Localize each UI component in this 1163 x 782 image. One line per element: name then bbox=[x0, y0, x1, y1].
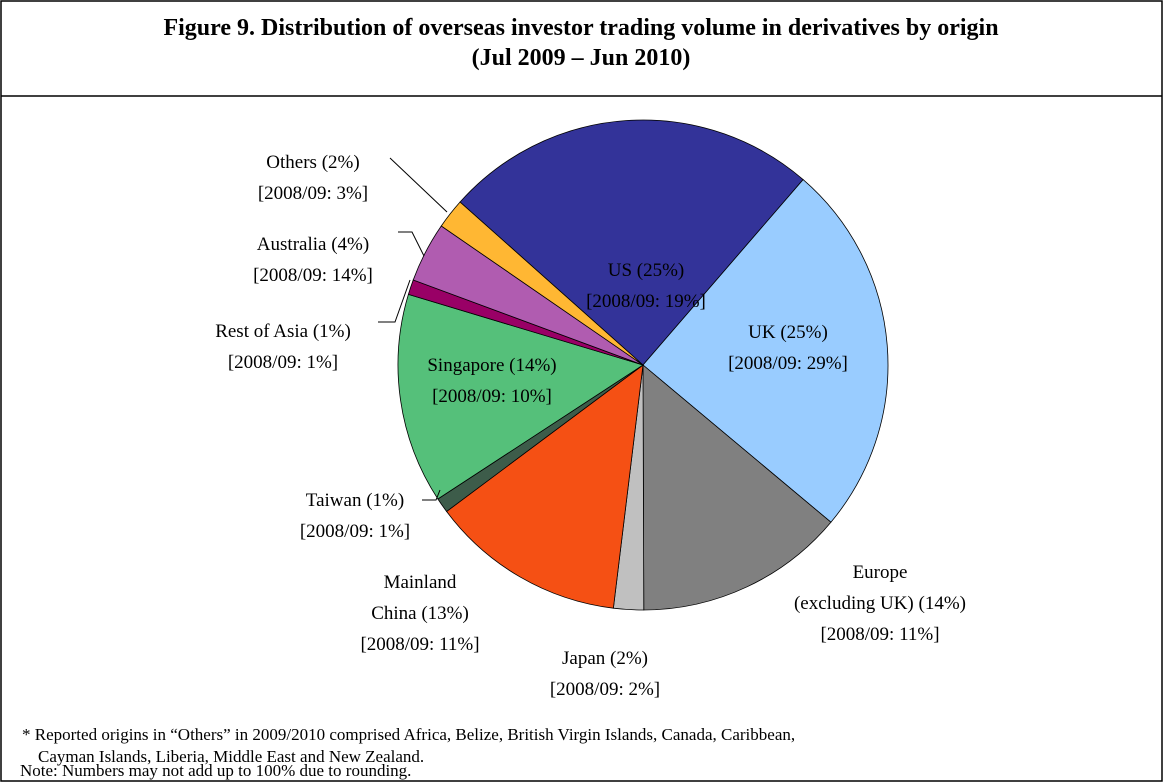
data-label: Taiwan (1%) bbox=[306, 490, 404, 511]
chart-title: Figure 9. Distribution of overseas inves… bbox=[163, 15, 998, 41]
data-label: Australia (4%) bbox=[257, 234, 369, 255]
data-label: [2008/09: 1%] bbox=[228, 352, 338, 373]
leader-line bbox=[422, 489, 441, 501]
data-label: UK (25%) bbox=[748, 322, 828, 343]
data-label: [2008/09: 11%] bbox=[820, 624, 939, 645]
footnote: Cayman Islands, Liberia, Middle East and… bbox=[38, 747, 424, 766]
leader-line bbox=[389, 157, 448, 213]
data-label: [2008/09: 3%] bbox=[258, 183, 368, 204]
data-label: China (13%) bbox=[371, 603, 469, 624]
pie-slice bbox=[642, 364, 832, 611]
data-label: Others (2%) bbox=[266, 152, 359, 173]
data-label: Singapore (14%) bbox=[427, 355, 556, 376]
data-label: [2008/09: 1%] bbox=[300, 521, 410, 542]
data-label: [2008/09: 29%] bbox=[728, 353, 848, 374]
pie-slice bbox=[459, 119, 804, 366]
data-label: [2008/09: 11%] bbox=[360, 634, 479, 655]
data-label: Rest of Asia (1%) bbox=[215, 321, 351, 342]
footnote: * Reported origins in “Others” in 2009/2… bbox=[22, 725, 795, 744]
pie-slice bbox=[397, 293, 644, 500]
leader-lines bbox=[378, 157, 448, 501]
footnote: Note: Numbers may not add up to 100% due… bbox=[20, 761, 411, 780]
pie bbox=[397, 119, 889, 611]
data-label: [2008/09: 19%] bbox=[586, 291, 706, 312]
data-label: [2008/09: 14%] bbox=[253, 265, 373, 286]
data-label: [2008/09: 10%] bbox=[432, 386, 552, 407]
data-label: [2008/09: 2%] bbox=[550, 679, 660, 700]
data-label: (excluding UK) (14%) bbox=[794, 593, 966, 614]
pie-slice bbox=[446, 364, 644, 609]
data-label: US (25%) bbox=[608, 260, 685, 281]
data-label: Europe bbox=[853, 562, 908, 583]
leader-line bbox=[378, 279, 411, 323]
leader-line bbox=[398, 231, 425, 257]
chart-title: (Jul 2009 – Jun 2010) bbox=[472, 45, 691, 71]
data-label: Mainland bbox=[384, 572, 457, 593]
pie-slice bbox=[642, 178, 889, 523]
data-label: Japan (2%) bbox=[562, 648, 648, 669]
pie-slice bbox=[440, 201, 644, 366]
